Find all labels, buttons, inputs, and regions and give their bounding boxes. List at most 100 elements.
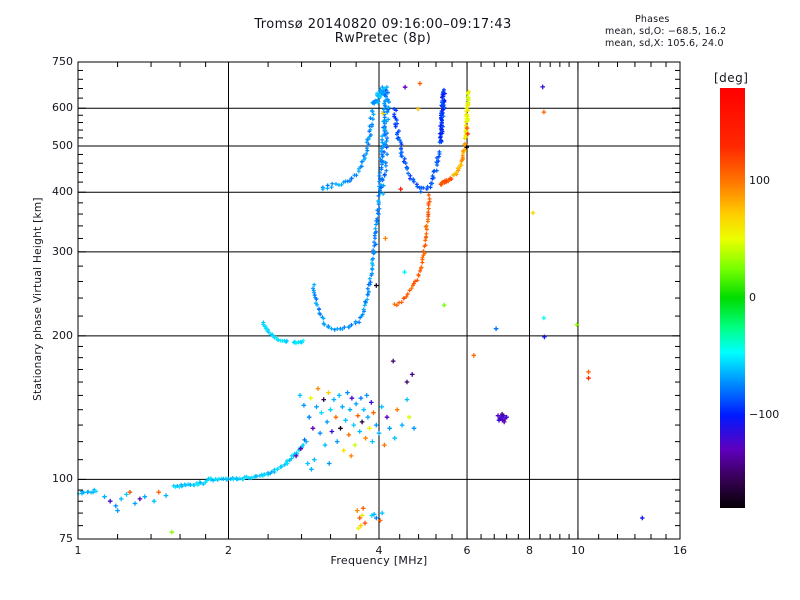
data-point-marker xyxy=(321,397,326,402)
y-tick-label: 300 xyxy=(52,244,73,258)
data-point-marker xyxy=(343,418,348,423)
data-point-marker xyxy=(367,276,372,281)
data-point-marker xyxy=(365,297,370,302)
data-point-marker xyxy=(404,379,410,385)
data-point-marker xyxy=(439,127,443,131)
data-point-marker xyxy=(371,256,375,261)
data-point-marker xyxy=(315,302,320,307)
data-point-marker xyxy=(361,407,367,412)
data-point-marker xyxy=(279,464,284,469)
data-point-marker xyxy=(440,118,444,122)
data-point-marker xyxy=(409,372,415,377)
data-point-marker xyxy=(102,494,107,499)
data-point-marker xyxy=(384,85,389,90)
data-point-marker xyxy=(366,289,371,294)
data-point-marker xyxy=(342,325,347,330)
data-point-marker xyxy=(438,135,443,139)
data-point-marker xyxy=(374,515,379,521)
data-point-marker xyxy=(400,154,404,159)
data-point-marker xyxy=(394,132,399,137)
data-point-marker xyxy=(402,156,407,161)
data-point-marker xyxy=(418,268,423,273)
data-point-marker xyxy=(404,294,409,299)
data-point-marker xyxy=(381,89,386,94)
data-point-marker xyxy=(198,480,203,485)
data-point-marker xyxy=(334,439,340,444)
data-point-marker xyxy=(430,181,435,186)
data-point-marker xyxy=(541,109,547,115)
data-point-marker xyxy=(349,322,354,327)
data-point-marker xyxy=(177,485,182,489)
data-point-marker xyxy=(434,160,439,164)
data-point-marker xyxy=(399,422,405,428)
data-point-marker xyxy=(380,145,385,150)
data-point-marker xyxy=(355,413,361,418)
data-point-marker xyxy=(465,113,470,117)
data-point-marker xyxy=(309,467,314,472)
data-point-marker xyxy=(395,136,400,141)
plot-title: Tromsø 20140820 09:16:00–09:17:43 xyxy=(254,17,512,32)
data-point-marker xyxy=(424,187,429,191)
data-point-marker xyxy=(387,426,392,431)
data-point-marker xyxy=(196,482,200,487)
data-point-marker xyxy=(495,413,501,418)
data-point-marker xyxy=(314,297,319,302)
colorbar-unit-label: [deg] xyxy=(714,71,749,85)
data-point-marker xyxy=(208,477,213,482)
data-point-marker xyxy=(321,316,326,321)
data-point-marker xyxy=(370,439,375,444)
phase-stats-o-mode: mean, sd,O: −68.5, 16.2 xyxy=(605,26,727,37)
data-point-marker xyxy=(363,299,368,304)
data-point-marker xyxy=(392,302,397,307)
data-point-marker xyxy=(379,404,384,410)
data-point-marker xyxy=(192,483,197,488)
data-point-marker xyxy=(284,338,289,343)
data-point-marker xyxy=(156,489,161,495)
data-point-marker xyxy=(394,118,399,122)
data-point-marker xyxy=(340,404,345,410)
data-point-marker xyxy=(293,341,298,346)
phase-stats-x-mode: mean, sd,X: 105.6, 24.0 xyxy=(605,38,724,49)
data-point-marker xyxy=(244,474,249,479)
data-point-marker xyxy=(362,156,367,161)
data-point-marker xyxy=(466,108,471,113)
data-point-marker xyxy=(358,523,364,528)
data-point-marker xyxy=(381,191,386,196)
y-tick-label: 75 xyxy=(59,532,73,545)
data-point-marker xyxy=(399,142,404,147)
data-point-marker xyxy=(373,226,378,231)
data-point-marker xyxy=(415,278,420,283)
data-point-marker xyxy=(333,414,339,420)
data-point-marker xyxy=(378,87,383,92)
data-point-marker xyxy=(390,358,396,364)
data-point-marker xyxy=(441,302,447,308)
data-point-marker xyxy=(142,494,148,499)
scatter-points xyxy=(77,81,645,535)
data-point-marker xyxy=(301,403,307,408)
data-point-marker xyxy=(334,182,338,186)
data-point-marker xyxy=(382,86,387,91)
data-point-marker xyxy=(407,414,412,420)
data-point-marker xyxy=(326,390,331,395)
data-point-marker xyxy=(415,184,420,189)
data-point-marker xyxy=(464,123,468,128)
x-tick-label: 6 xyxy=(463,544,471,557)
y-tick-label: 750 xyxy=(52,55,73,68)
data-point-marker xyxy=(345,390,350,395)
data-point-marker xyxy=(365,414,371,420)
data-point-marker xyxy=(329,429,335,434)
x-tick-label: 10 xyxy=(570,544,585,557)
data-point-marker xyxy=(374,218,379,223)
data-point-marker xyxy=(368,133,373,137)
data-point-marker xyxy=(384,145,389,150)
data-point-marker xyxy=(406,171,411,176)
data-point-marker xyxy=(86,489,91,494)
data-point-marker xyxy=(107,498,113,504)
data-point-marker xyxy=(376,211,381,216)
y-tick-label: 600 xyxy=(52,101,73,115)
data-point-marker xyxy=(465,95,470,100)
data-point-marker xyxy=(320,187,325,192)
data-point-marker xyxy=(341,448,346,453)
x-tick-label: 8 xyxy=(526,544,533,557)
data-point-marker xyxy=(380,177,385,181)
